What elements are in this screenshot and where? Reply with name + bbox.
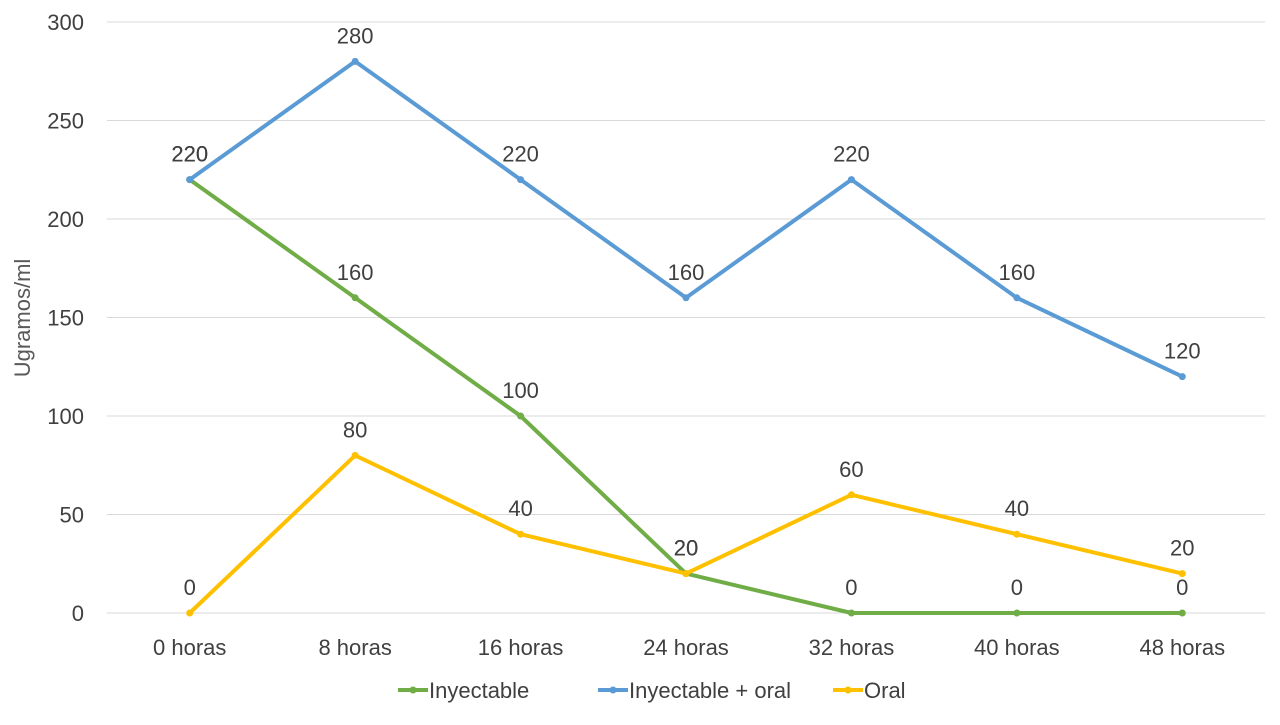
legend-item: Inyectable — [398, 678, 529, 703]
data-label: 120 — [1164, 339, 1201, 364]
data-point — [186, 176, 194, 184]
data-label: 100 — [502, 378, 539, 403]
data-label: 0 — [184, 575, 196, 600]
legend-marker — [409, 686, 417, 694]
y-tick-label: 150 — [47, 306, 84, 331]
data-point — [186, 609, 194, 617]
y-tick-label: 250 — [47, 109, 84, 134]
data-point — [351, 294, 359, 302]
legend-label: Inyectable + oral — [629, 678, 791, 703]
data-point — [517, 176, 525, 184]
data-label: 20 — [674, 536, 698, 561]
legend-label: Inyectable — [429, 678, 529, 703]
y-tick-label: 100 — [47, 404, 84, 429]
data-point — [847, 609, 855, 617]
data-point — [1178, 373, 1186, 381]
data-label: 40 — [1005, 496, 1029, 521]
legend-label: Oral — [864, 678, 906, 703]
data-point — [1013, 294, 1021, 302]
legend-item: Inyectable + oral — [598, 678, 791, 703]
data-label: 40 — [508, 496, 532, 521]
data-label: 220 — [171, 142, 208, 167]
data-label: 160 — [337, 260, 374, 285]
x-tick-label: 40 horas — [974, 635, 1060, 660]
data-point — [847, 176, 855, 184]
x-tick-label: 16 horas — [478, 635, 564, 660]
y-tick-label: 200 — [47, 207, 84, 232]
y-tick-label: 50 — [60, 503, 84, 528]
legend-marker — [844, 686, 852, 694]
data-point — [1013, 530, 1021, 538]
data-point — [517, 530, 525, 538]
y-tick-label: 0 — [72, 601, 84, 626]
gridlines — [107, 21, 1265, 614]
data-label: 20 — [1170, 536, 1194, 561]
data-label: 160 — [998, 260, 1035, 285]
legend-marker — [609, 686, 617, 694]
series-line — [188, 453, 1183, 615]
data-point — [351, 57, 359, 65]
data-label: 80 — [343, 417, 367, 442]
data-label: 220 — [833, 142, 870, 167]
x-tick-label: 0 horas — [153, 635, 226, 660]
data-label: 220 — [171, 142, 208, 167]
x-tick-label: 48 horas — [1139, 635, 1225, 660]
y-tick-label: 300 — [47, 10, 84, 35]
x-tick-label: 24 horas — [643, 635, 729, 660]
data-label: 60 — [839, 457, 863, 482]
data-label: 0 — [845, 575, 857, 600]
data-label: 20 — [674, 536, 698, 561]
x-axis-ticks: 0 horas 8 horas 16 horas 24 horas 32 horas 40… — [153, 635, 1225, 660]
data-point — [351, 451, 359, 459]
series-lines — [186, 57, 1186, 617]
y-axis-title: Ugramos/ml — [10, 259, 35, 378]
x-tick-label: 8 horas — [318, 635, 391, 660]
data-point — [682, 294, 690, 302]
legend-item: Oral — [833, 678, 906, 703]
data-point — [847, 491, 855, 499]
data-point — [1013, 609, 1021, 617]
legend: Inyectable Inyectable + oral Oral — [398, 678, 906, 703]
data-label: 0 — [1011, 575, 1023, 600]
data-label: 160 — [668, 260, 705, 285]
data-point — [517, 412, 525, 420]
y-axis-ticks: 0 50 100 150 200 250 300 — [47, 10, 84, 626]
data-point — [1178, 609, 1186, 617]
data-label: 220 — [502, 142, 539, 167]
x-tick-label: 32 horas — [809, 635, 895, 660]
data-label: 280 — [337, 23, 374, 48]
data-label: 0 — [1176, 575, 1188, 600]
data-point — [1178, 570, 1186, 578]
data-point — [682, 570, 690, 578]
